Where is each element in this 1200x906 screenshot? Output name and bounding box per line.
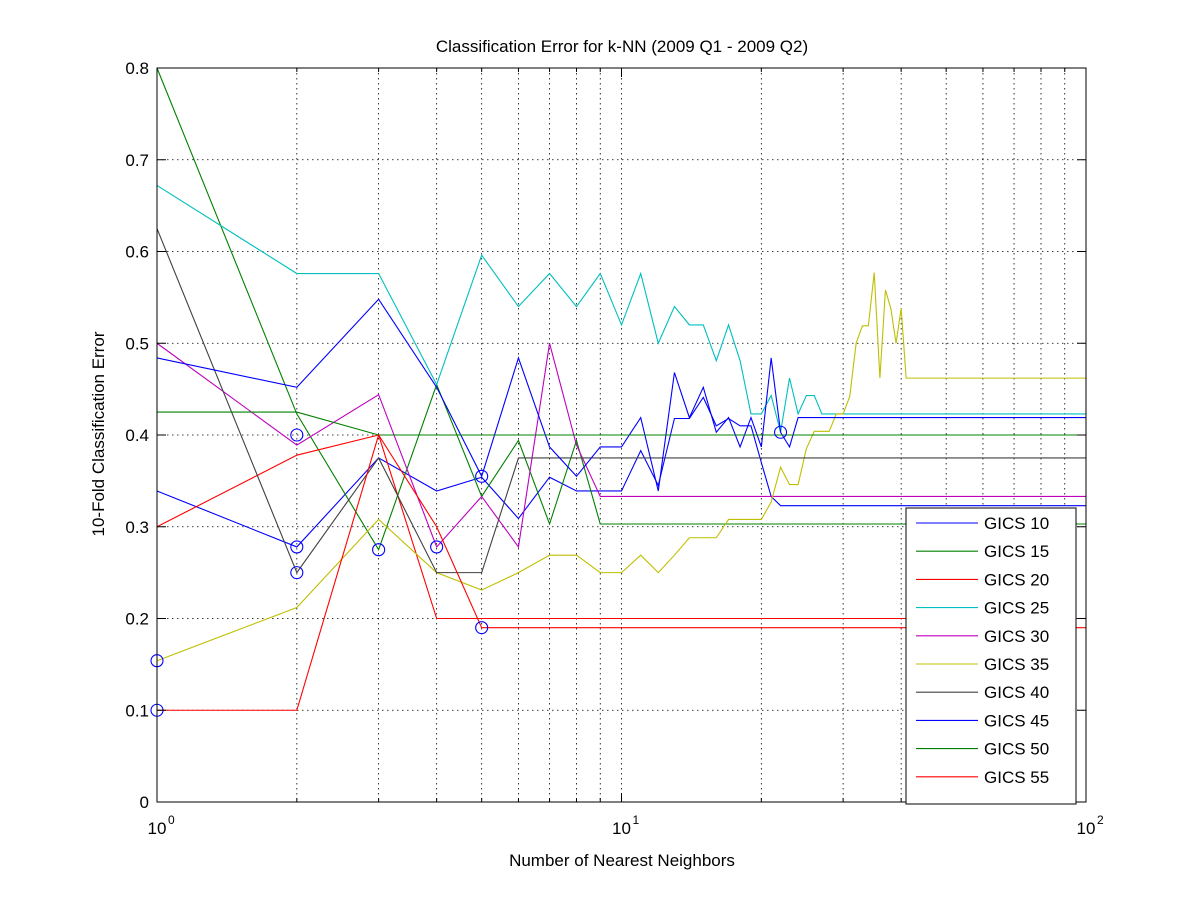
min-marker bbox=[290, 566, 304, 580]
x-tick-label: 10 1 bbox=[612, 813, 639, 838]
series-line bbox=[156, 228, 1086, 574]
x-tick-label-exp: 0 bbox=[168, 813, 175, 827]
min-marker bbox=[372, 543, 386, 557]
y-tick-label: 0.5 bbox=[125, 334, 149, 353]
axis-ticks: 10 0 10 1 10 200.10.20.30.40.50.60.70.8 bbox=[125, 59, 1104, 838]
legend-entry: GICS 30 bbox=[984, 627, 1049, 646]
series-lines bbox=[156, 67, 1086, 711]
legend-entry: GICS 50 bbox=[984, 740, 1049, 759]
legend-entry: GICS 10 bbox=[984, 514, 1049, 533]
y-axis-label: 10-Fold Classification Error bbox=[89, 331, 108, 536]
min-marker bbox=[475, 469, 489, 483]
legend-box bbox=[905, 507, 1077, 805]
legend-entry: GICS 15 bbox=[984, 542, 1049, 561]
y-tick-label: 0.4 bbox=[125, 426, 149, 445]
series-line bbox=[157, 411, 1086, 436]
series-line bbox=[156, 67, 1086, 551]
x-tick-label-base: 10 bbox=[612, 819, 631, 838]
legend-entry: GICS 45 bbox=[984, 711, 1049, 730]
x-tick-label: 10 0 bbox=[148, 813, 175, 838]
y-tick-label: 0.7 bbox=[125, 151, 149, 170]
y-tick-label: 0.6 bbox=[125, 243, 149, 262]
legend-entry: GICS 55 bbox=[984, 768, 1049, 787]
x-tick-label-exp: 2 bbox=[1097, 813, 1104, 827]
series-line bbox=[156, 272, 1086, 662]
chart-title: Classification Error for k-NN (2009 Q1 -… bbox=[436, 37, 808, 56]
series-line bbox=[157, 433, 1086, 711]
legend: GICS 10 GICS 15 GICS 20 GICS 25 GICS 30 GICS … bbox=[905, 507, 1077, 805]
y-tick-label: 0 bbox=[140, 793, 149, 812]
legend-entry: GICS 35 bbox=[984, 655, 1049, 674]
legend-entry: GICS 40 bbox=[984, 683, 1049, 702]
y-tick-label: 0.8 bbox=[125, 59, 149, 78]
min-marker bbox=[290, 540, 304, 554]
y-tick-label: 0.3 bbox=[125, 518, 149, 537]
series-line bbox=[156, 298, 1086, 492]
series-line bbox=[156, 342, 1086, 549]
min-marker bbox=[475, 621, 489, 635]
min-marker bbox=[430, 540, 444, 554]
min-marker bbox=[774, 425, 788, 439]
x-tick-label-base: 10 bbox=[1077, 819, 1096, 838]
x-tick-label: 10 2 bbox=[1077, 813, 1104, 838]
min-marker bbox=[290, 428, 304, 442]
legend-entry: GICS 20 bbox=[984, 570, 1049, 589]
x-tick-label-base: 10 bbox=[148, 819, 167, 838]
y-tick-label: 0.2 bbox=[125, 610, 149, 629]
min-markers bbox=[150, 425, 788, 717]
y-tick-label: 0.1 bbox=[125, 701, 149, 720]
series-line bbox=[156, 396, 1086, 548]
series-line bbox=[156, 184, 1086, 433]
legend-entry: GICS 25 bbox=[984, 599, 1049, 618]
x-axis-label: Number of Nearest Neighbors bbox=[509, 851, 735, 870]
x-tick-label-exp: 1 bbox=[633, 813, 640, 827]
